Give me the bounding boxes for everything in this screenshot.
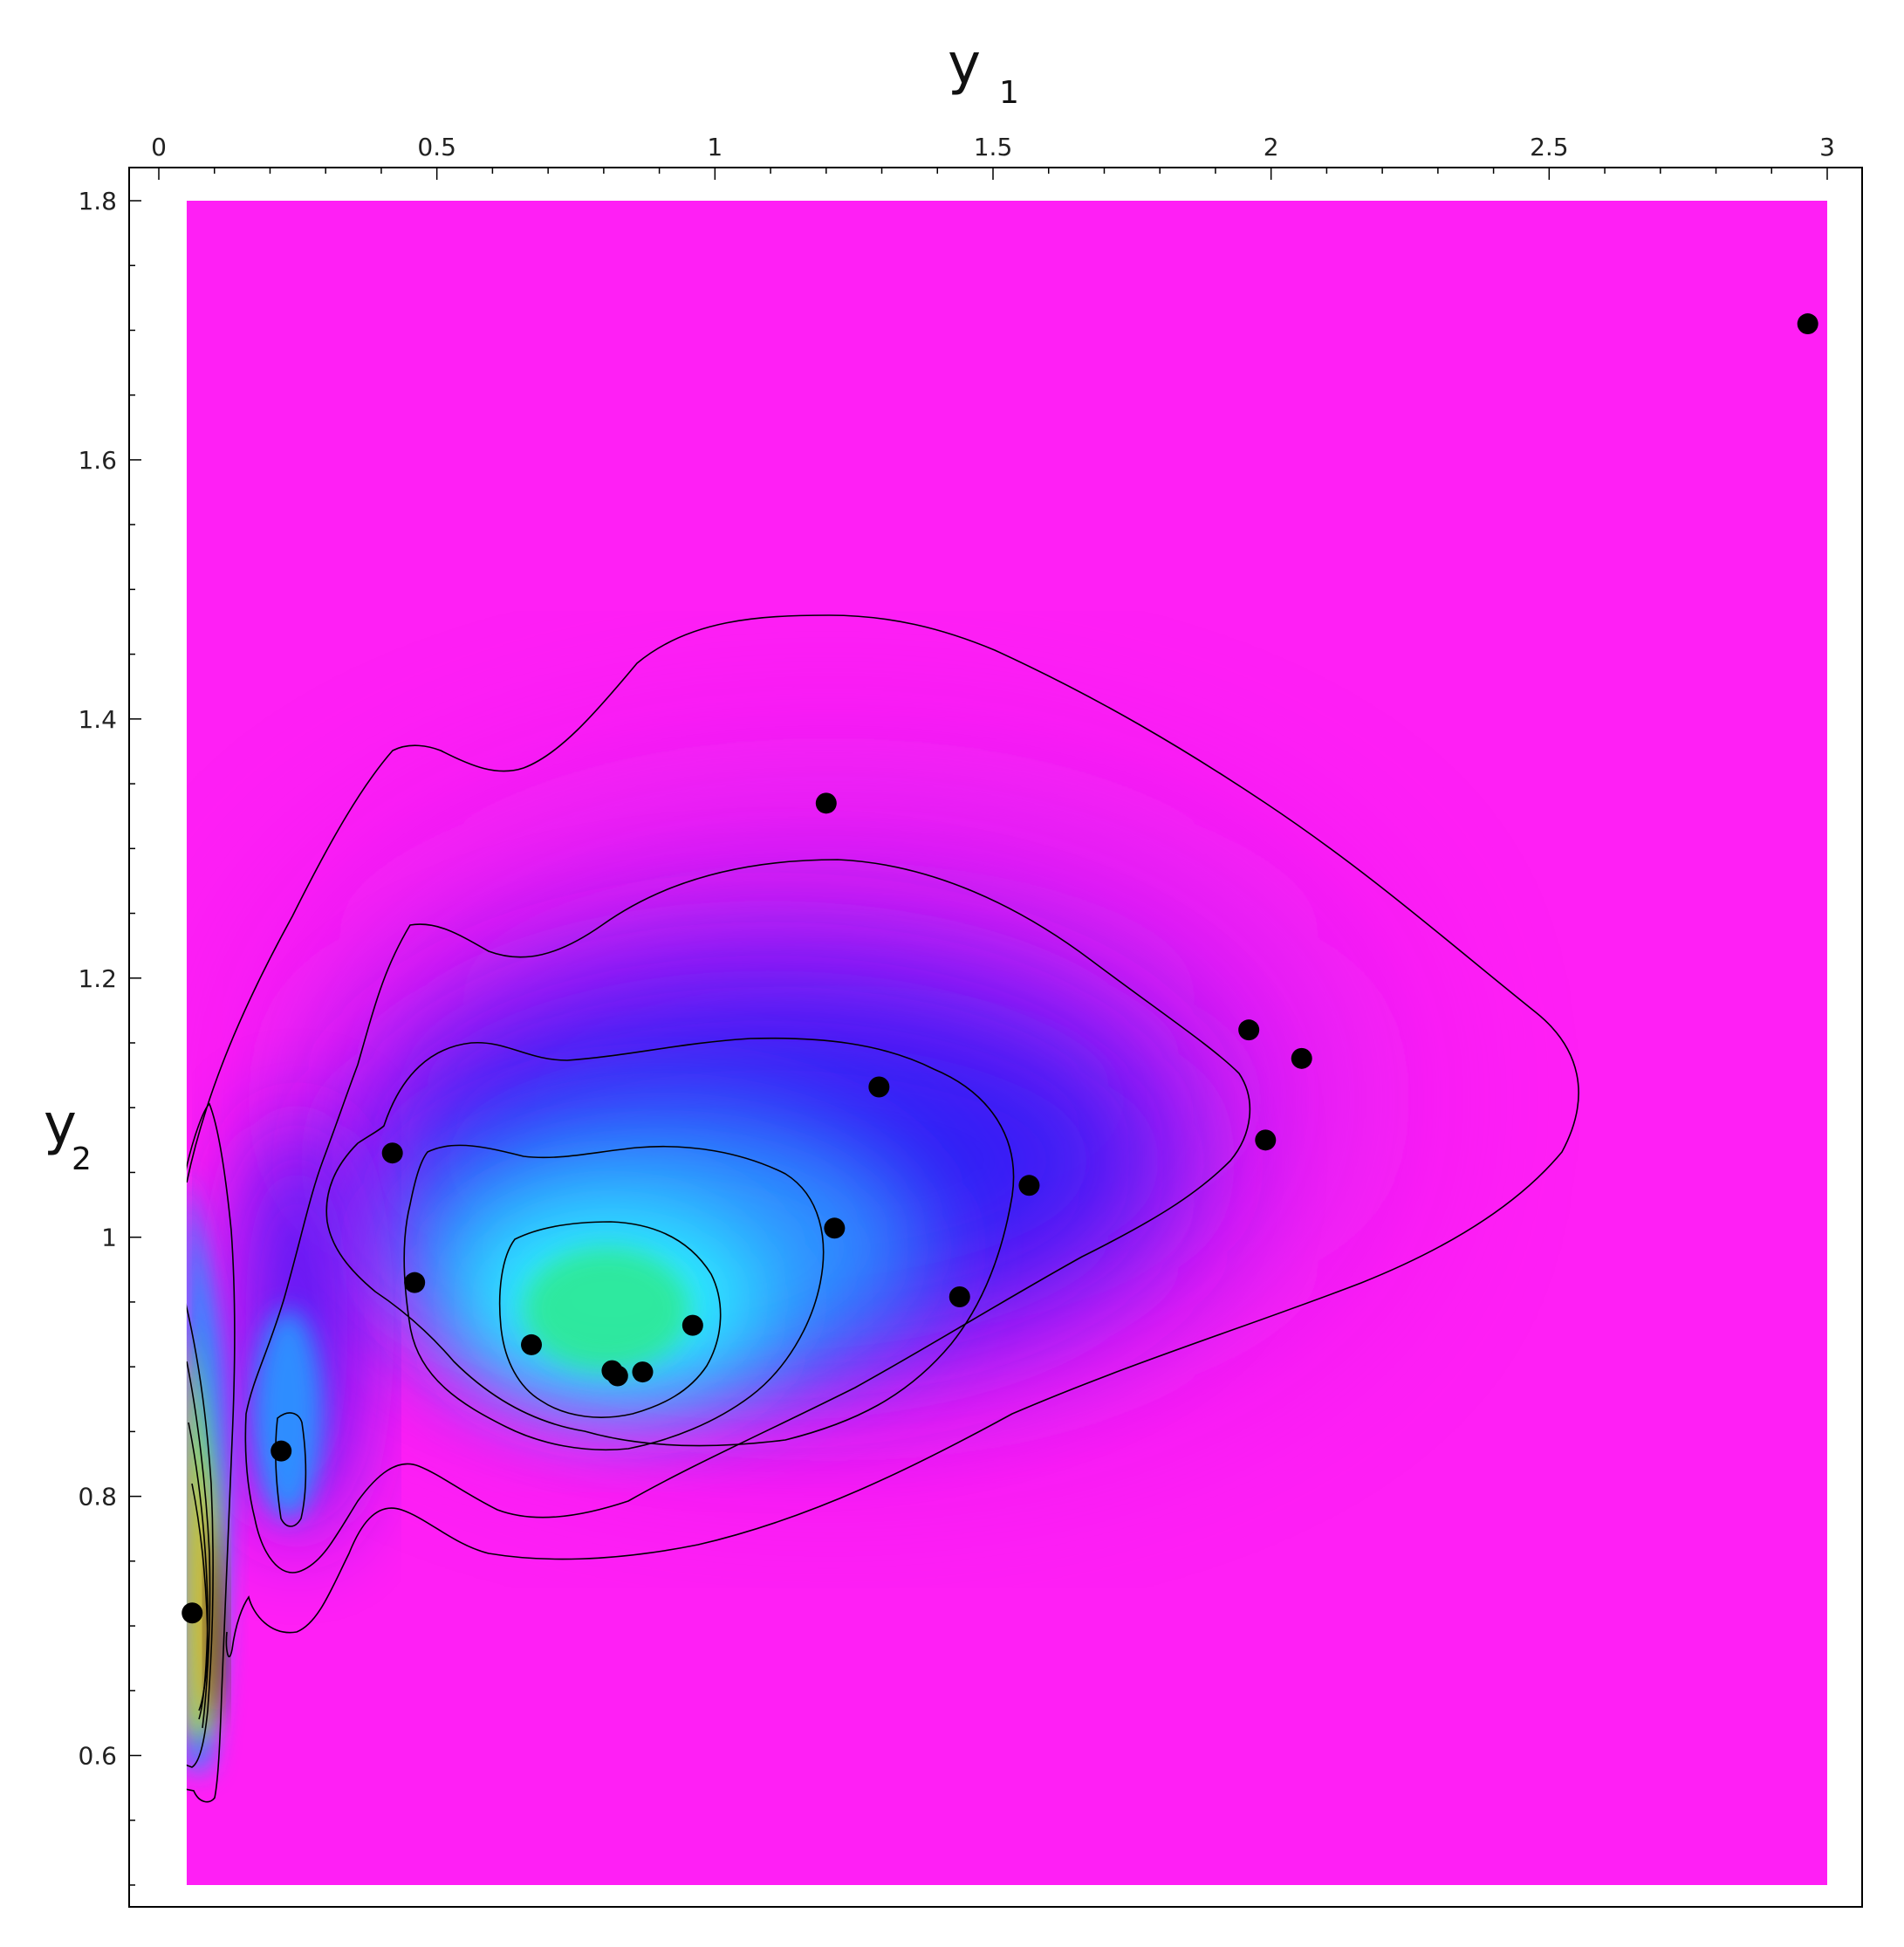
data-point bbox=[681, 1314, 703, 1336]
y-axis-title: y 2 bbox=[44, 1093, 92, 1177]
data-point bbox=[404, 1272, 426, 1293]
x-axis-label-subscript: 1 bbox=[999, 75, 1019, 111]
contour-level-2 bbox=[244, 859, 1251, 1573]
x-tick-label: 2 bbox=[1264, 133, 1279, 161]
x-tick-label: 0.5 bbox=[417, 133, 456, 161]
y-axis-label-subscript: 2 bbox=[72, 1141, 92, 1177]
contour-left-band-inner-2 bbox=[186, 1361, 211, 1729]
x-tick-label: 2.5 bbox=[1530, 133, 1569, 161]
data-point bbox=[868, 1076, 890, 1098]
data-point bbox=[271, 1440, 292, 1462]
contour-left-band-inner-4 bbox=[191, 1483, 209, 1711]
y-tick-label: 1.8 bbox=[78, 187, 117, 216]
x-tick-label: 3 bbox=[1819, 133, 1835, 161]
x-tick-label: 0 bbox=[151, 133, 167, 161]
contour-left-band-outer bbox=[186, 1102, 236, 1803]
y-axis-ticks: 0.6 0.8 1 1.2 1.4 1.6 1.8 bbox=[78, 187, 141, 1886]
data-point bbox=[949, 1285, 970, 1307]
data-point bbox=[1255, 1129, 1277, 1151]
data-point bbox=[606, 1365, 628, 1387]
x-tick-label: 1.5 bbox=[974, 133, 1013, 161]
contour-level-5 bbox=[498, 1221, 722, 1418]
contour-lines bbox=[186, 614, 1579, 1803]
contour-level-1 bbox=[186, 614, 1579, 1657]
x-axis-label: y bbox=[948, 32, 981, 97]
x-tick-label: 1 bbox=[707, 133, 723, 161]
data-point bbox=[1291, 1047, 1312, 1069]
density-surface bbox=[186, 201, 1827, 1885]
data-point bbox=[1018, 1175, 1040, 1196]
data-point bbox=[381, 1142, 403, 1164]
y-tick-label: 0.8 bbox=[78, 1483, 117, 1512]
data-point bbox=[632, 1361, 654, 1383]
y-tick-label: 1.6 bbox=[78, 446, 117, 475]
contour-level-3 bbox=[325, 1037, 1015, 1447]
data-point bbox=[815, 792, 837, 814]
y-tick-label: 1 bbox=[101, 1224, 117, 1252]
contour-left-band-inner-1 bbox=[186, 1304, 214, 1768]
data-points bbox=[181, 313, 1818, 1624]
data-point bbox=[521, 1333, 543, 1355]
y-tick-label: 0.6 bbox=[78, 1742, 117, 1771]
data-point bbox=[1797, 313, 1818, 335]
plot-frame bbox=[128, 167, 1863, 1908]
data-point bbox=[1238, 1019, 1260, 1041]
y-tick-label: 1.2 bbox=[78, 964, 117, 993]
x-axis-ticks: 0 0.5 1 1.5 2 2.5 3 bbox=[151, 133, 1835, 180]
contour-small-island bbox=[275, 1412, 307, 1527]
y-tick-label: 1.4 bbox=[78, 705, 117, 734]
x-axis-title: y 1 bbox=[948, 32, 1019, 111]
y-axis-label: y bbox=[44, 1093, 77, 1157]
data-point bbox=[824, 1217, 846, 1239]
data-point bbox=[181, 1602, 203, 1624]
contour-level-4 bbox=[403, 1144, 825, 1451]
